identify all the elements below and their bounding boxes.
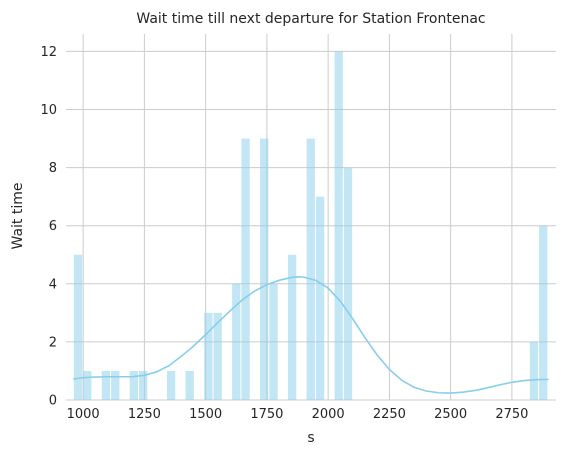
histogram-bar — [539, 225, 548, 400]
y-tick-label: 4 — [49, 277, 57, 292]
y-tick-label: 6 — [49, 219, 57, 234]
y-tick-label: 0 — [49, 394, 57, 409]
histogram-bar — [260, 138, 269, 401]
histogram-bar — [306, 138, 315, 401]
histogram-bar — [315, 196, 325, 400]
histogram-bar — [334, 51, 343, 401]
histogram-bar — [129, 370, 139, 400]
histogram-bar — [204, 312, 213, 400]
histogram-bar — [269, 283, 278, 400]
x-tick-label: 1000 — [67, 407, 100, 422]
histogram-bar — [232, 283, 241, 400]
histogram-bar — [241, 138, 250, 401]
kde-layer — [73, 276, 549, 394]
x-tick-label: 2000 — [312, 407, 345, 422]
histogram-bar — [287, 254, 297, 400]
histogram-bar — [83, 370, 92, 400]
histogram-bar — [101, 370, 111, 400]
x-tick-label: 2500 — [434, 407, 467, 422]
histogram-bar — [166, 370, 176, 400]
y-tick-label: 8 — [49, 161, 57, 176]
y-tick-label: 12 — [40, 45, 57, 60]
x-tick-label: 2750 — [495, 407, 528, 422]
y-tick-label: 2 — [49, 335, 57, 350]
bars-layer — [73, 51, 548, 401]
histogram-bar — [185, 370, 194, 400]
histogram-bar — [73, 254, 83, 400]
ticks-layer: 1000 1250 1500 1750 2000 2250 2500 2750 0 2 4 6 8 10 1… — [40, 45, 528, 422]
x-tick-label: 1500 — [189, 407, 222, 422]
y-tick-label: 10 — [40, 103, 57, 118]
histogram-bar — [111, 370, 120, 400]
kde-curve — [73, 276, 549, 394]
histogram-bar — [529, 341, 539, 400]
histogram-bar — [213, 312, 222, 400]
histogram-bar — [139, 370, 148, 400]
x-tick-label: 2250 — [373, 407, 406, 422]
y-axis-label: Wait time — [10, 183, 26, 250]
chart-title: Wait time till next departure for Statio… — [136, 11, 485, 27]
x-tick-label: 1250 — [128, 407, 161, 422]
x-tick-label: 1750 — [250, 407, 283, 422]
x-axis-label: s — [307, 430, 314, 446]
histogram-bar — [343, 167, 353, 400]
